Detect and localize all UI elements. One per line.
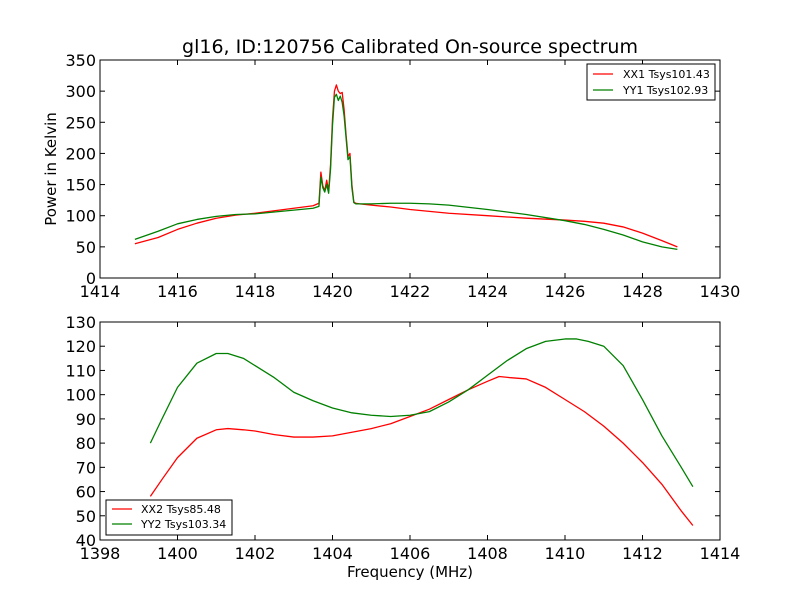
bottom-ytick-label: 100 <box>65 386 96 405</box>
top-xtick-label: 1430 <box>700 282 741 301</box>
top-ytick-label: 300 <box>65 82 96 101</box>
top-panel: 1414 1416 1418 1420 1422 1424 1426 1428 1430 0 50 1… <box>42 51 740 301</box>
top-ytick-label: 100 <box>65 207 96 226</box>
top-xtick-label: 1428 <box>622 282 663 301</box>
top-series-line-1 <box>134 93 678 250</box>
top-ytick-label: 150 <box>65 176 96 195</box>
bottom-ticks-group: 1398 1400 1402 1404 1406 1408 1410 1412 1414 40 50… <box>65 313 740 563</box>
bottom-ytick-label: 50 <box>76 507 96 526</box>
bottom-xtick-label: 1400 <box>157 544 198 563</box>
top-xtick-label: 1416 <box>157 282 198 301</box>
top-legend-box <box>586 63 716 101</box>
bottom-legend: XX2 Tsys85.48 YY2 Tsys103.34 <box>105 499 233 536</box>
chart-title: gl16, ID:120756 Calibrated On-source spe… <box>182 36 638 58</box>
bottom-legend-label-xx2: XX2 Tsys85.48 <box>141 503 221 516</box>
top-ticks-group: 1414 1416 1418 1420 1422 1424 1426 1428 1430 0 50 1… <box>65 51 740 301</box>
bottom-xtick-label: 1404 <box>312 544 353 563</box>
bottom-ytick-label: 130 <box>65 313 96 332</box>
top-xtick-label: 1424 <box>467 282 508 301</box>
bottom-xtick-label: 1406 <box>390 544 431 563</box>
bottom-xtick-label: 1414 <box>700 544 741 563</box>
bottom-xtick-label: 1410 <box>545 544 586 563</box>
bottom-xtick-label: 1402 <box>235 544 276 563</box>
bottom-legend-box <box>105 499 233 536</box>
bottom-ytick-label: 70 <box>76 458 96 477</box>
bottom-series-line-1 <box>149 338 694 488</box>
bottom-ytick-label: 90 <box>76 410 96 429</box>
bottom-panel: 1398 1400 1402 1404 1406 1408 1410 1412 1414 40 50… <box>65 313 740 581</box>
top-series-line-0 <box>134 84 678 248</box>
bottom-ytick-label: 120 <box>65 337 96 356</box>
bottom-legend-label-yy2: YY2 Tsys103.34 <box>140 518 226 531</box>
bottom-xtick-label: 1408 <box>467 544 508 563</box>
top-xtick-label: 1418 <box>235 282 276 301</box>
top-ytick-label: 250 <box>65 113 96 132</box>
top-xtick-label: 1420 <box>312 282 353 301</box>
top-ytick-label: 0 <box>86 269 96 288</box>
bottom-xtick-label: 1412 <box>622 544 663 563</box>
bottom-series-group <box>149 338 694 526</box>
top-xtick-label: 1414 <box>80 282 121 301</box>
bottom-ytick-label: 40 <box>76 531 96 550</box>
top-series-group <box>134 84 678 250</box>
top-ytick-label: 350 <box>65 51 96 70</box>
bottom-ytick-label: 80 <box>76 434 96 453</box>
top-ytick-label: 200 <box>65 144 96 163</box>
bottom-xlabel: Frequency (MHz) <box>347 563 473 581</box>
top-xtick-label: 1422 <box>390 282 431 301</box>
top-ytick-label: 50 <box>76 238 96 257</box>
bottom-xtick-label: 1398 <box>80 544 121 563</box>
top-legend-label-xx1: XX1 Tsys101.43 <box>623 68 710 81</box>
bottom-ytick-label: 60 <box>76 483 96 502</box>
top-legend-label-yy1: YY1 Tsys102.93 <box>622 84 708 97</box>
top-ylabel: Power in Kelvin <box>42 112 60 226</box>
top-xtick-label: 1426 <box>545 282 586 301</box>
bottom-ytick-label: 110 <box>65 361 96 380</box>
top-legend: XX1 Tsys101.43 YY1 Tsys102.93 <box>586 63 716 101</box>
